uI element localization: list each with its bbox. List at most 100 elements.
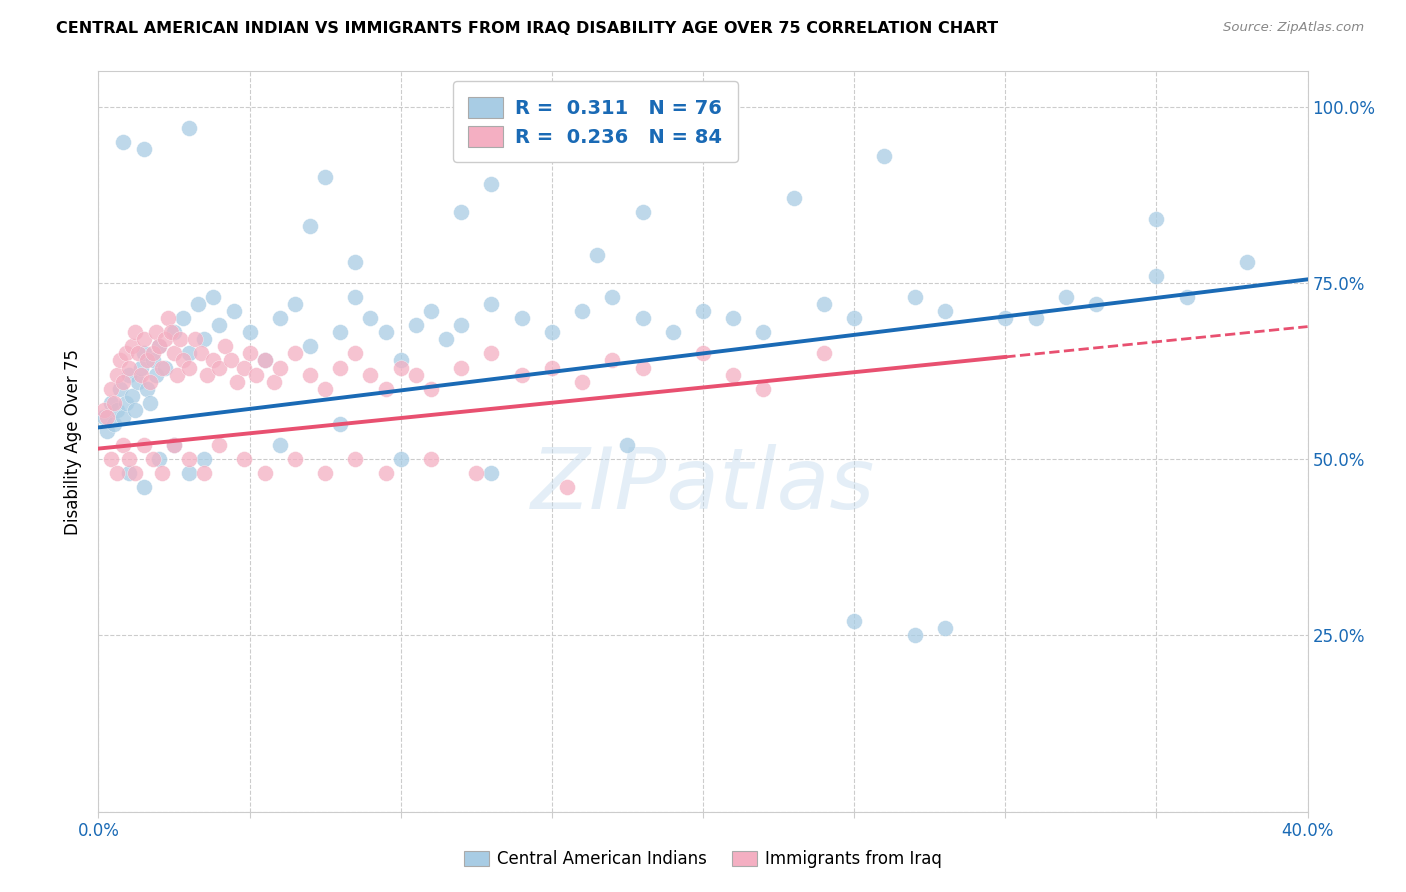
- Point: [269, 438, 291, 452]
- Point: [752, 382, 775, 396]
- Point: [148, 339, 170, 353]
- Point: [329, 417, 352, 431]
- Point: [661, 325, 683, 339]
- Point: [139, 396, 162, 410]
- Point: [156, 311, 179, 326]
- Point: [253, 353, 276, 368]
- Point: [208, 318, 231, 333]
- Point: [105, 402, 128, 417]
- Point: [344, 346, 367, 360]
- Point: [114, 346, 136, 360]
- Point: [360, 311, 382, 326]
- Point: [481, 177, 503, 191]
- Point: [132, 332, 155, 346]
- Point: [844, 615, 866, 629]
- Point: [145, 368, 167, 382]
- Point: [873, 149, 896, 163]
- Point: [148, 339, 170, 353]
- Point: [100, 396, 122, 410]
- Point: [187, 297, 209, 311]
- Point: [329, 360, 352, 375]
- Point: [1175, 290, 1198, 304]
- Point: [172, 353, 194, 368]
- Point: [221, 353, 243, 368]
- Point: [405, 368, 427, 382]
- Point: [284, 346, 307, 360]
- Point: [450, 318, 472, 333]
- Text: CENTRAL AMERICAN INDIAN VS IMMIGRANTS FROM IRAQ DISABILITY AGE OVER 75 CORRELATI: CENTRAL AMERICAN INDIAN VS IMMIGRANTS FR…: [56, 21, 998, 36]
- Point: [374, 382, 396, 396]
- Point: [193, 452, 215, 467]
- Point: [239, 325, 262, 339]
- Point: [374, 467, 396, 481]
- Point: [1144, 268, 1167, 283]
- Point: [844, 311, 866, 326]
- Legend: R =  0.311   N = 76, R =  0.236   N = 84: R = 0.311 N = 76, R = 0.236 N = 84: [453, 81, 738, 162]
- Point: [631, 360, 654, 375]
- Point: [193, 467, 215, 481]
- Point: [232, 452, 254, 467]
- Point: [118, 368, 141, 382]
- Point: [510, 311, 533, 326]
- Point: [142, 353, 165, 368]
- Point: [100, 382, 122, 396]
- Point: [179, 360, 201, 375]
- Point: [127, 346, 149, 360]
- Point: [124, 325, 146, 339]
- Point: [269, 360, 291, 375]
- Point: [314, 382, 336, 396]
- Point: [96, 424, 118, 438]
- Point: [813, 346, 835, 360]
- Text: Source: ZipAtlas.com: Source: ZipAtlas.com: [1223, 21, 1364, 34]
- Point: [571, 375, 593, 389]
- Point: [148, 452, 170, 467]
- Point: [450, 360, 472, 375]
- Point: [121, 339, 143, 353]
- Point: [118, 467, 141, 481]
- Point: [481, 297, 503, 311]
- Point: [389, 452, 412, 467]
- Point: [153, 360, 176, 375]
- Point: [224, 304, 246, 318]
- Point: [135, 382, 157, 396]
- Point: [420, 304, 443, 318]
- Point: [118, 452, 141, 467]
- Point: [132, 346, 155, 360]
- Point: [329, 325, 352, 339]
- Point: [245, 368, 267, 382]
- Point: [510, 368, 533, 382]
- Point: [100, 452, 122, 467]
- Point: [103, 396, 125, 410]
- Point: [284, 452, 307, 467]
- Point: [344, 290, 367, 304]
- Y-axis label: Disability Age Over 75: Disability Age Over 75: [65, 349, 83, 534]
- Point: [232, 360, 254, 375]
- Point: [389, 360, 412, 375]
- Point: [111, 409, 134, 424]
- Point: [111, 135, 134, 149]
- Point: [239, 346, 262, 360]
- Point: [586, 248, 609, 262]
- Point: [616, 438, 638, 452]
- Point: [179, 120, 201, 135]
- Point: [179, 346, 201, 360]
- Point: [299, 339, 322, 353]
- Point: [540, 360, 562, 375]
- Point: [124, 467, 146, 481]
- Point: [103, 417, 125, 431]
- Point: [163, 438, 186, 452]
- Point: [783, 191, 806, 205]
- Point: [108, 353, 131, 368]
- Point: [934, 621, 956, 635]
- Point: [904, 290, 927, 304]
- Point: [420, 452, 443, 467]
- Point: [263, 375, 285, 389]
- Point: [124, 402, 146, 417]
- Point: [631, 311, 654, 326]
- Point: [129, 368, 152, 382]
- Point: [190, 346, 212, 360]
- Point: [465, 467, 488, 481]
- Point: [132, 438, 155, 452]
- Point: [571, 304, 593, 318]
- Point: [934, 304, 956, 318]
